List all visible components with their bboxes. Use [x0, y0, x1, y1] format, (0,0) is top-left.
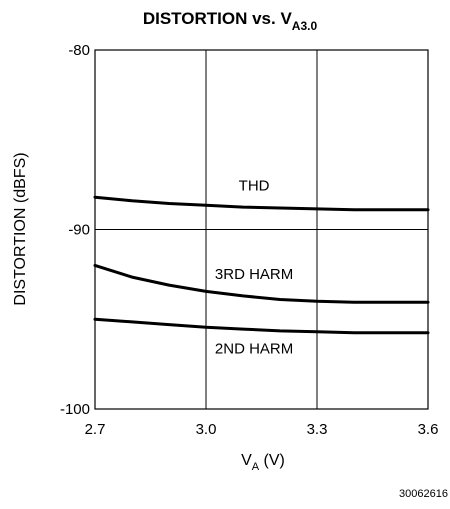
tick-labels: 2.7 3.0 3.3 3.6 -80 -90 -100 [60, 42, 438, 438]
plot-area [94, 49, 429, 410]
x-axis-label: VA (V) [241, 452, 285, 473]
chart-title: DISTORTION vs. VA3.0 [143, 9, 318, 33]
y-tick-label: -80 [68, 42, 90, 59]
x-tick-label: 3.0 [196, 421, 217, 438]
series-line-2nd-harm [93, 317, 430, 335]
series-label-thd: THD [239, 177, 270, 194]
x-tick-label: 3.3 [307, 421, 328, 438]
series-line-thd [93, 195, 430, 212]
series-label-3rd-harm: 3RD HARM [215, 266, 293, 283]
x-tick-label: 3.6 [418, 421, 439, 438]
x-tick-label: 2.7 [85, 421, 106, 438]
series-line-3rd-harm [93, 263, 430, 304]
series-label-2nd-harm: 2ND HARM [215, 341, 293, 358]
series-lines: THD 3RD HARM 2ND HARM [93, 177, 430, 358]
y-tick-label: -90 [68, 222, 90, 239]
y-tick-label: -100 [60, 401, 90, 418]
figure-id: 30062616 [399, 488, 448, 500]
y-axis-label: DISTORTION (dBFS) [12, 152, 29, 305]
